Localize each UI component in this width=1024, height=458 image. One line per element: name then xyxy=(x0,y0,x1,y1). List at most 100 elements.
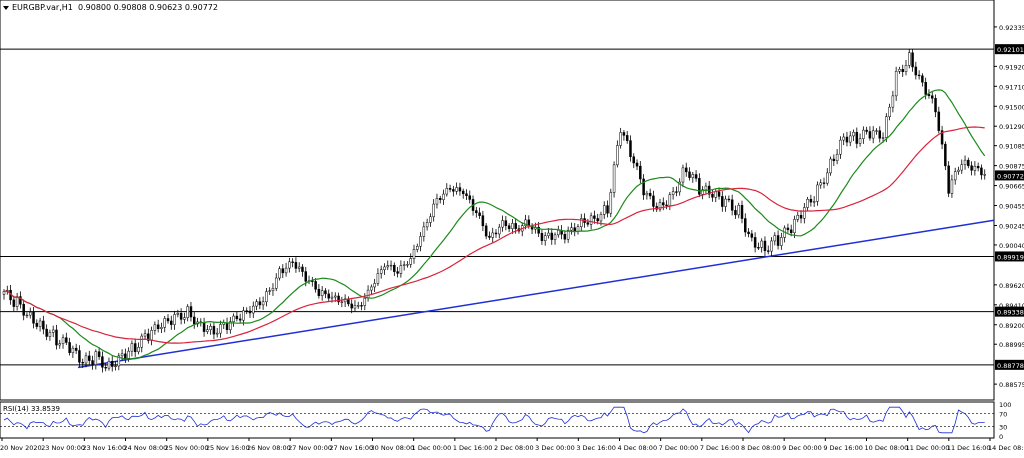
candle-body xyxy=(78,350,81,363)
price-axis-label: 0.90665 xyxy=(999,183,1024,191)
candle-body xyxy=(940,130,944,145)
candle-body xyxy=(81,362,84,364)
candle-body xyxy=(622,132,626,136)
candle-body xyxy=(845,136,849,143)
candle-body xyxy=(297,266,301,269)
candle-body xyxy=(727,198,731,201)
candle-body xyxy=(885,116,888,138)
candle-body xyxy=(908,52,911,66)
candle-body xyxy=(58,343,62,346)
candle-body xyxy=(494,232,498,235)
time-axis-label: 10 Dec 08:00 xyxy=(865,444,909,452)
candle-body xyxy=(137,346,140,353)
price-axis-label: 0.90040 xyxy=(999,242,1024,250)
candle-body xyxy=(898,68,901,72)
candles-layer xyxy=(2,49,986,373)
candle-body xyxy=(15,296,19,307)
candle-body xyxy=(206,329,209,332)
candle-body xyxy=(507,225,511,229)
candle-body xyxy=(478,212,481,216)
time-axis-label: 1 Dec 00:00 xyxy=(412,444,452,452)
candle-body xyxy=(580,218,583,227)
price-axis-label: 0.91500 xyxy=(999,103,1024,111)
time-axis-label: 30 Nov 08:00 xyxy=(371,444,415,452)
candle-body xyxy=(753,237,757,248)
candle-body xyxy=(337,295,340,303)
candle-body xyxy=(153,324,157,331)
candle-body xyxy=(202,322,206,332)
candle-body xyxy=(402,264,406,266)
candle-body xyxy=(212,325,216,335)
candle-body xyxy=(694,174,698,179)
candle-body xyxy=(491,232,494,238)
candle-body xyxy=(960,164,964,171)
candle-body xyxy=(642,178,645,196)
candle-body xyxy=(976,165,980,169)
candle-body xyxy=(448,188,452,190)
price-axis-label: 0.89200 xyxy=(999,322,1024,330)
candle-body xyxy=(852,131,855,137)
candle-body xyxy=(599,214,603,222)
candle-body xyxy=(238,318,242,321)
price-axis-label: 0.89338 xyxy=(997,309,1024,317)
price-axis-label: 0.90875 xyxy=(999,163,1024,171)
candle-body xyxy=(429,216,432,223)
price-axis-highlight xyxy=(995,359,1024,370)
candle-body xyxy=(176,313,180,315)
candle-body xyxy=(668,194,672,206)
time-axis-label: 7 Dec 00:00 xyxy=(659,444,699,452)
candle-body xyxy=(826,172,829,184)
candle-body xyxy=(314,281,317,290)
candle-body xyxy=(383,266,386,270)
candle-body xyxy=(524,219,527,226)
candle-body xyxy=(416,246,419,250)
price-axis-label: 0.89919 xyxy=(997,253,1024,261)
candle-body xyxy=(396,271,399,274)
candle-body xyxy=(553,234,557,240)
candle-body xyxy=(573,227,576,232)
candle-body xyxy=(438,198,442,200)
candle-body xyxy=(488,235,491,238)
candle-body xyxy=(681,167,685,183)
candle-body xyxy=(514,223,517,229)
candle-body xyxy=(458,187,462,192)
candle-body xyxy=(612,164,616,193)
candle-body xyxy=(183,317,186,320)
candle-body xyxy=(35,322,39,327)
time-axis-label: 25 Nov 00:00 xyxy=(165,444,209,452)
candle-body xyxy=(71,347,75,353)
candle-body xyxy=(465,193,468,196)
candle-body xyxy=(252,305,255,314)
price-axis-highlight xyxy=(995,306,1024,317)
candle-body xyxy=(789,229,793,234)
time-axis-label: 3 Dec 16:00 xyxy=(576,444,616,452)
time-axis-label: 8 Dec 08:00 xyxy=(741,444,781,452)
candle-body xyxy=(498,226,501,235)
candle-body xyxy=(133,343,137,353)
candle-body xyxy=(678,181,681,193)
candle-body xyxy=(917,74,921,77)
candle-body xyxy=(265,291,268,303)
candle-body xyxy=(140,335,144,348)
candle-body xyxy=(107,360,111,369)
time-axis-label: 27 Nov 16:00 xyxy=(329,444,373,452)
candle-body xyxy=(842,136,845,141)
candle-body xyxy=(229,321,232,331)
candle-body xyxy=(658,202,662,210)
candle-body xyxy=(871,130,875,139)
candle-body xyxy=(511,223,514,229)
candle-body xyxy=(104,367,107,369)
candle-body xyxy=(422,226,426,237)
price-axis-label: 0.88778 xyxy=(997,362,1024,370)
candle-body xyxy=(606,205,609,214)
candle-body xyxy=(980,167,983,176)
candle-body xyxy=(363,297,367,306)
triangle-down-icon[interactable] xyxy=(3,6,9,10)
time-axis-label: 2 Dec 08:00 xyxy=(494,444,534,452)
candle-body xyxy=(947,165,950,194)
candle-body xyxy=(730,199,734,211)
candle-body xyxy=(724,198,727,207)
candle-body xyxy=(412,249,416,259)
